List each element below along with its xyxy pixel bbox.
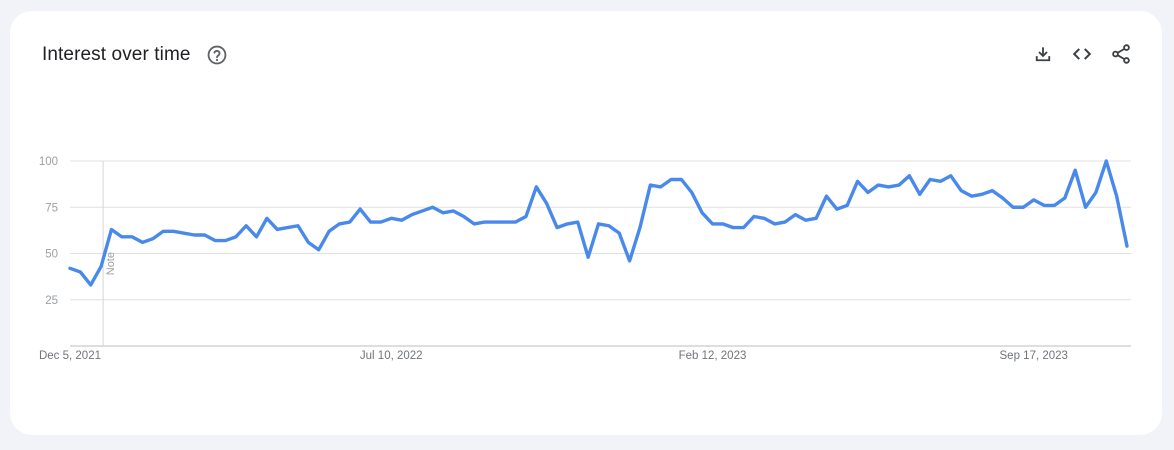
download-icon[interactable] xyxy=(1032,43,1054,65)
annotation-label: Note xyxy=(105,252,117,275)
chart-actions xyxy=(1032,43,1132,65)
y-tick-label: 75 xyxy=(45,202,58,214)
series-line xyxy=(68,159,1129,287)
x-tick-label: Dec 5, 2021 xyxy=(39,350,101,362)
x-tick-label: Feb 12, 2023 xyxy=(679,350,747,362)
x-tick-label: Sep 17, 2023 xyxy=(1000,350,1068,362)
help-circle-icon[interactable] xyxy=(206,44,228,66)
card-title: Interest over time xyxy=(42,44,191,65)
x-tick-label: Jul 10, 2022 xyxy=(360,350,423,362)
y-tick-label: 50 xyxy=(45,249,58,261)
y-tick-label: 25 xyxy=(45,295,58,307)
embed-code-icon[interactable] xyxy=(1071,43,1093,65)
card-header: Interest over time xyxy=(42,43,228,67)
interest-over-time-card: Interest over time xyxy=(10,11,1162,435)
share-icon[interactable] xyxy=(1110,43,1132,65)
y-tick-label: 100 xyxy=(39,156,58,168)
